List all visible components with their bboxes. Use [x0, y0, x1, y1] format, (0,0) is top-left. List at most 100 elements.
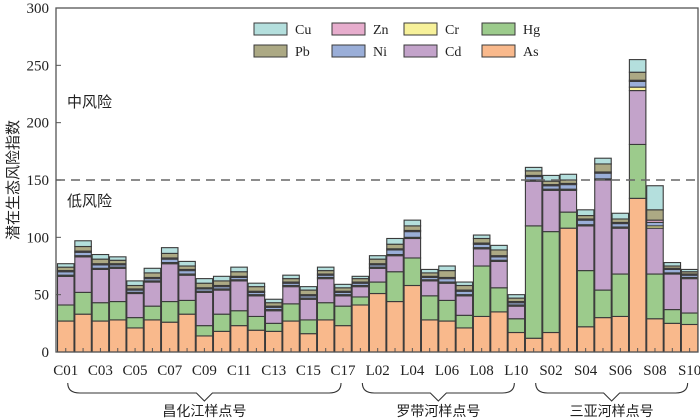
bar-segment-C03-Hg [91, 302, 110, 322]
bar-S01 [524, 166, 543, 353]
legend-swatch [403, 22, 438, 36]
bar-segment-S08-Pb [646, 209, 664, 221]
bar-segment-S10-As [680, 323, 699, 353]
x-tick-label: C09 [192, 363, 217, 379]
bar-segment-L01-Cu [351, 275, 370, 280]
bar-segment-C02-Hg [74, 291, 92, 315]
bar-C05 [126, 280, 144, 353]
legend-swatch [403, 44, 438, 58]
bar-segment-S05-Cd [594, 179, 612, 291]
bar-segment-C16-Cu [316, 266, 335, 272]
bar-segment-S01-Cd [524, 180, 543, 227]
bar-segment-L07-Hg [455, 314, 474, 329]
group-brace [67, 382, 342, 402]
legend-label: Ni [373, 45, 387, 60]
bar-segment-C05-Hg [126, 317, 144, 329]
mid-risk-label: 中风险 [67, 93, 112, 111]
bar-S05 [594, 157, 612, 353]
bar-segment-L04-Ni [403, 231, 422, 238]
bar-segment-S02-Hg [542, 231, 560, 334]
bar-segment-L09-Pb [490, 249, 508, 257]
bar-segment-L06-Cu [438, 265, 456, 272]
bar-segment-C10-Cd [212, 289, 231, 315]
bar-segment-L08-Cu [472, 234, 491, 240]
legend-item-Ni: Ni [331, 44, 387, 60]
bar-segment-C11-Cu [230, 266, 248, 273]
bar-segment-C17-Hg [334, 305, 352, 327]
bar-segment-C15-Pb [299, 289, 318, 296]
bar-segment-S03-Hg [559, 211, 578, 229]
bars-layer [56, 59, 699, 353]
bar-segment-C07-Cu [160, 247, 179, 254]
bar-segment-L09-As [490, 311, 508, 353]
bar-segment-S06-As [611, 315, 630, 353]
bar-segment-S07-As [628, 197, 647, 353]
x-tick-label: C13 [261, 363, 286, 379]
legend-item-Cd: Cd [403, 44, 461, 60]
x-tick-label: L02 [366, 363, 390, 379]
bar-segment-C05-Cd [126, 292, 144, 319]
bar-segment-C12-Hg [247, 315, 266, 331]
bar-segment-L09-Cd [490, 260, 508, 289]
bar-L07 [455, 281, 474, 353]
bar-segment-C02-As [74, 313, 92, 353]
legend-swatch [331, 22, 366, 36]
x-tick-label: L08 [470, 363, 494, 379]
bar-segment-C10-Cu [212, 275, 231, 282]
x-tick-label: C01 [53, 363, 78, 379]
x-tick-label: C15 [296, 363, 321, 379]
bar-L04 [403, 219, 422, 353]
bar-C09 [195, 278, 214, 353]
bar-segment-L06-Pb [438, 270, 456, 279]
bar-segment-C04-Cu [108, 256, 127, 261]
bar-segment-L03-Pb [386, 243, 404, 250]
bar-segment-S10-Cd [680, 278, 699, 314]
bar-segment-C11-Hg [230, 310, 248, 327]
bar-segment-L04-As [403, 284, 422, 353]
bar-segment-L02-As [368, 292, 387, 353]
legend: Cu Zn Cr Hg Pb Ni Cd As [253, 22, 540, 60]
bar-segment-S04-Ni [576, 219, 595, 226]
bar-segment-C15-Cu [299, 286, 318, 291]
bar-C10 [212, 275, 231, 353]
bar-segment-C06-Hg [143, 305, 162, 321]
bar-C04 [108, 256, 127, 353]
bar-C15 [299, 286, 318, 353]
legend-label: As [523, 45, 539, 60]
bar-segment-C09-Hg [195, 325, 214, 337]
bar-segment-S05-As [594, 317, 612, 353]
bar-segment-C15-Hg [299, 319, 318, 335]
bar-segment-S07-Hg [628, 143, 647, 199]
x-tick-label: S06 [609, 363, 633, 379]
legend-swatch [481, 44, 516, 58]
bar-segment-C05-Cu [126, 280, 144, 287]
bar-segment-L02-Cd [368, 267, 387, 283]
bar-segment-L08-Pb [472, 237, 491, 244]
bar-segment-C04-Hg [108, 300, 127, 321]
bar-segment-C12-Cd [247, 295, 266, 318]
bar-segment-C04-Cd [108, 267, 127, 303]
y-axis-label: 潜在生态风险指数 [4, 120, 22, 240]
bar-L01 [351, 275, 370, 353]
bar-segment-S10-Hg [680, 312, 699, 326]
group-label: 三亚河样点号 [570, 404, 654, 420]
bar-segment-C11-Cd [230, 280, 248, 312]
x-tick-label: S04 [574, 363, 598, 379]
bar-S09 [663, 262, 682, 353]
bar-segment-C01-As [56, 320, 75, 353]
bar-segment-C09-Cd [195, 291, 214, 327]
bar-segment-C08-As [178, 313, 196, 353]
bar-segment-L01-As [351, 304, 370, 353]
bar-segment-L10-Cd [507, 305, 526, 320]
bar-segment-C16-As [316, 319, 335, 353]
bar-C02 [74, 240, 92, 353]
bar-L05 [420, 268, 439, 353]
bar-segment-C08-Hg [178, 299, 196, 315]
bar-segment-L09-Hg [490, 287, 508, 313]
bar-segment-S05-Pb [594, 163, 612, 173]
bar-C07 [160, 247, 179, 353]
bar-segment-S01-Hg [524, 225, 543, 339]
bar-segment-L05-Cu [420, 268, 439, 274]
bar-segment-C01-Cd [56, 275, 75, 306]
bar-S02 [542, 174, 560, 353]
